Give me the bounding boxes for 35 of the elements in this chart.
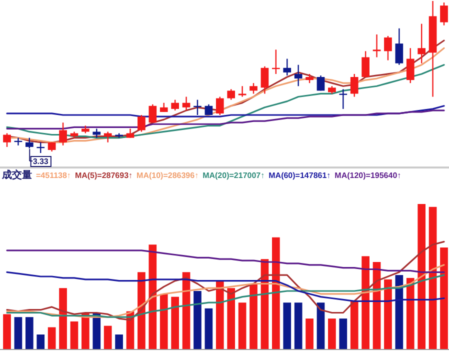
bar: [306, 318, 314, 349]
bar: [104, 326, 112, 349]
bar: [350, 301, 358, 349]
bar: [395, 275, 404, 349]
bar: [418, 204, 426, 349]
annotation: 3.33: [29, 148, 52, 167]
bar: [115, 334, 123, 349]
bar: [204, 308, 213, 349]
bar: [428, 206, 437, 349]
bar: [70, 321, 78, 349]
bar: [3, 314, 11, 349]
bar: [227, 288, 236, 349]
bar: [59, 288, 67, 349]
bar: [216, 280, 224, 349]
bar: [36, 334, 45, 349]
bar: [272, 237, 280, 349]
bar: [406, 278, 414, 349]
bar: [250, 284, 258, 349]
bar: [440, 248, 448, 349]
bar: [194, 291, 202, 349]
bar: [283, 302, 292, 349]
bar: [171, 296, 179, 349]
bar: [48, 327, 56, 349]
bar: [148, 244, 157, 349]
annotation: 3.33: [32, 157, 49, 166]
bar: [25, 317, 34, 349]
bar: [316, 302, 325, 349]
bar: [328, 318, 336, 349]
bar: [238, 302, 246, 349]
bar: [294, 302, 302, 349]
bar: [160, 294, 168, 349]
bar: [339, 318, 348, 349]
header: 成交量 =451138↑ MA(5)=287693↑ MA(10)=286396↑ MA(20)=217007↑ MA(60)=147861↑ MA(120)=195640↑: [2, 170, 402, 181]
bar: [14, 317, 22, 349]
bar: [384, 279, 392, 349]
